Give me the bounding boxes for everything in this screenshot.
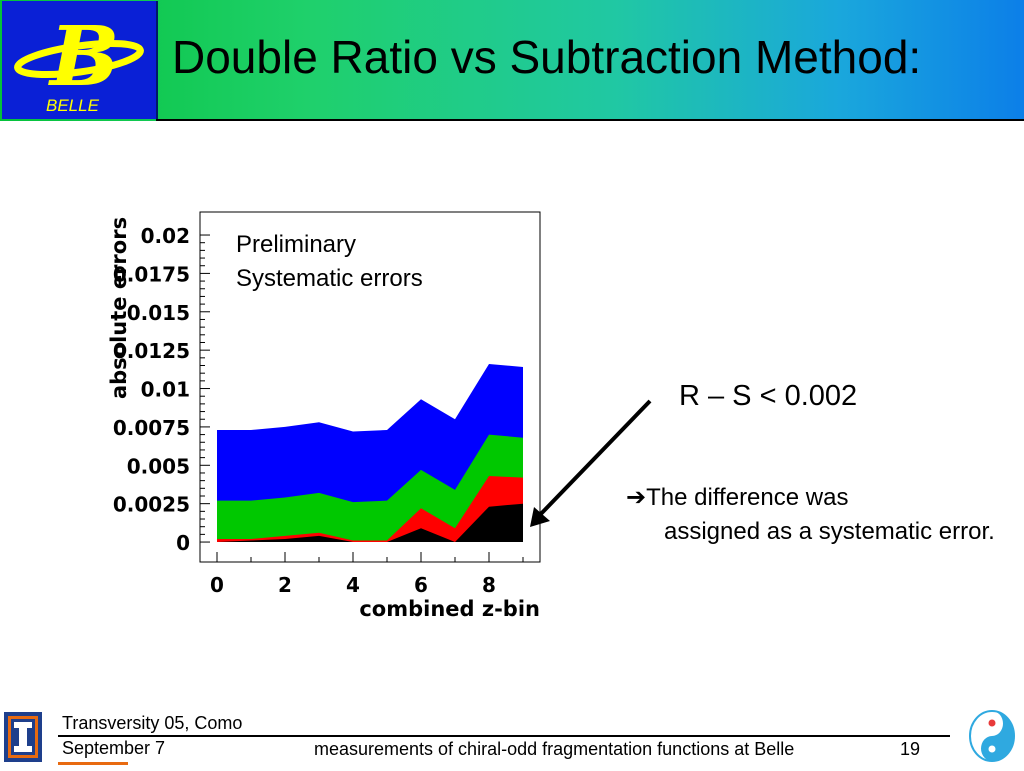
x-tick-label: 6 <box>414 573 428 597</box>
chart-annotation-systematic: Systematic errors <box>236 265 423 292</box>
y-tick-label: 0.0075 <box>113 416 190 440</box>
footer-accent-line <box>58 762 128 765</box>
chart-annotation-preliminary: Preliminary <box>236 231 356 258</box>
systematic-errors-chart: 0 0.0025 0.005 0.0075 0.01 0.0125 0.015 0.0175 0… <box>100 200 560 630</box>
y-tick-label: 0.015 <box>127 301 190 325</box>
yin-yang-logo <box>966 708 1018 764</box>
footer-divider <box>58 735 950 737</box>
pointer-arrow <box>530 399 652 527</box>
x-tick-label: 2 <box>278 573 292 597</box>
uiuc-i-icon <box>4 712 42 762</box>
bullet-arrow-icon: ➔ <box>626 483 647 511</box>
x-axis-title: combined z-bin <box>359 597 540 621</box>
footer-talk-title: measurements of chiral-odd fragmentation… <box>314 739 795 759</box>
belle-logo-text: BELLE <box>46 96 100 115</box>
conclusion-bullet: ➔The difference was assigned as a system… <box>626 480 996 549</box>
bullet-text-rest: assigned as a systematic error. <box>664 518 995 545</box>
page-number: 19 <box>900 739 921 759</box>
footer-conference: Transversity 05, Como <box>62 713 243 733</box>
x-tick-label: 8 <box>482 573 496 597</box>
slide-header: B BELLE Double Ratio vs Subtraction Meth… <box>0 0 1024 121</box>
bullet-text-first: The difference was <box>646 484 849 511</box>
belle-logo: B BELLE <box>2 1 158 119</box>
series-area-1 <box>217 434 523 542</box>
belle-logo-icon: B BELLE <box>14 9 144 115</box>
x-tick-label: 4 <box>346 573 360 597</box>
y-tick-label: 0 <box>176 531 190 555</box>
y-axis-title: absolute errors <box>107 217 131 399</box>
series-layer <box>217 364 523 542</box>
tick-layer: 0 0.0025 0.005 0.0075 0.01 0.0125 0.015 0.0175 0… <box>113 224 524 597</box>
x-tick-label: 0 <box>210 573 224 597</box>
header-divider <box>156 119 1024 121</box>
slide-title: Double Ratio vs Subtraction Method: <box>172 31 922 83</box>
uiuc-logo <box>2 710 50 766</box>
footer-date: September 7 <box>62 738 166 758</box>
y-tick-label: 0.01 <box>141 378 190 402</box>
y-tick-label: 0.0125 <box>113 339 190 363</box>
chart-canvas: 0 0.0025 0.005 0.0075 0.01 0.0125 0.015 0.0175 0… <box>107 211 541 621</box>
series-area-2 <box>217 476 523 542</box>
plot-frame <box>199 211 541 563</box>
r-minus-s-label: R – S < 0.002 <box>679 380 858 412</box>
y-tick-label: 0.0175 <box>113 262 190 286</box>
y-tick-label: 0.005 <box>127 454 190 478</box>
y-tick-label: 0.02 <box>141 224 190 248</box>
series-area-3 <box>217 503 523 542</box>
yin-yang-icon <box>969 710 1015 762</box>
y-tick-label: 0.0025 <box>113 493 190 517</box>
belle-logo-letter: B <box>48 9 119 105</box>
